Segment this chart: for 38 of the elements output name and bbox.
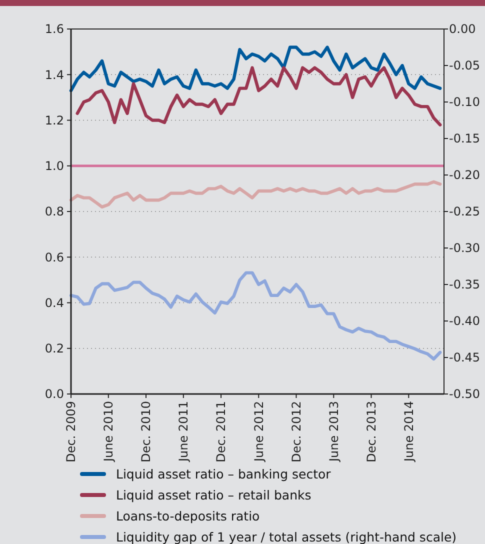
y2-tick-label: -0.35 <box>449 278 480 292</box>
y-tick-label: 1.4 <box>44 68 64 82</box>
y-tick-label: 1.0 <box>44 159 64 174</box>
x-tick-label: June 2014 <box>402 401 416 462</box>
x-tick-label: June 2013 <box>326 401 341 462</box>
x-tick-label: June 2011 <box>176 401 191 462</box>
legend-label: Liquid asset ratio – banking sector <box>116 466 332 482</box>
line-series <box>69 180 442 209</box>
y2-tick-label: -0.05 <box>449 58 480 73</box>
y2-tick-label: 0.00 <box>449 22 476 36</box>
line-series <box>69 46 442 92</box>
legend-label: Liquid asset ratio – retail banks <box>116 487 312 502</box>
y-tick-label: 0.4 <box>44 296 64 310</box>
y-tick-label: 1.2 <box>44 113 64 128</box>
y2-tick-label: -0.40 <box>449 314 480 328</box>
y2-tick-label: -0.20 <box>449 168 480 182</box>
y-tick-label: 1.6 <box>44 22 64 36</box>
x-tick-label: Dec. 2013 <box>364 401 378 462</box>
y-tick-label: 0.8 <box>44 204 64 219</box>
y2-tick-label: -0.25 <box>449 204 480 219</box>
x-tick-label: Dec. 2009 <box>64 401 78 462</box>
y-tick-label: 0.6 <box>44 250 64 264</box>
y2-tick-label: -0.50 <box>449 387 480 402</box>
y2-tick-label: -0.30 <box>449 241 480 256</box>
x-tick-label: Dec. 2011 <box>214 401 228 462</box>
y-tick-label: 0.0 <box>44 387 64 402</box>
x-tick-label: June 2010 <box>102 401 116 462</box>
y-tick-label: 0.2 <box>44 342 64 356</box>
y2-tick-label: -0.15 <box>449 132 480 146</box>
x-tick-label: June 2012 <box>252 401 266 462</box>
line-series <box>76 66 442 126</box>
y2-tick-label: -0.10 <box>449 95 480 110</box>
legend-label: Liquidity gap of 1 year / total assets (right-hand scale) <box>116 529 457 544</box>
line-series <box>69 271 442 361</box>
legend-label: Loans-to-deposits ratio <box>116 508 260 524</box>
x-tick-label: Dec. 2012 <box>289 401 304 462</box>
x-tick-label: Dec. 2010 <box>139 401 154 462</box>
y2-tick-label: -0.45 <box>449 350 480 365</box>
